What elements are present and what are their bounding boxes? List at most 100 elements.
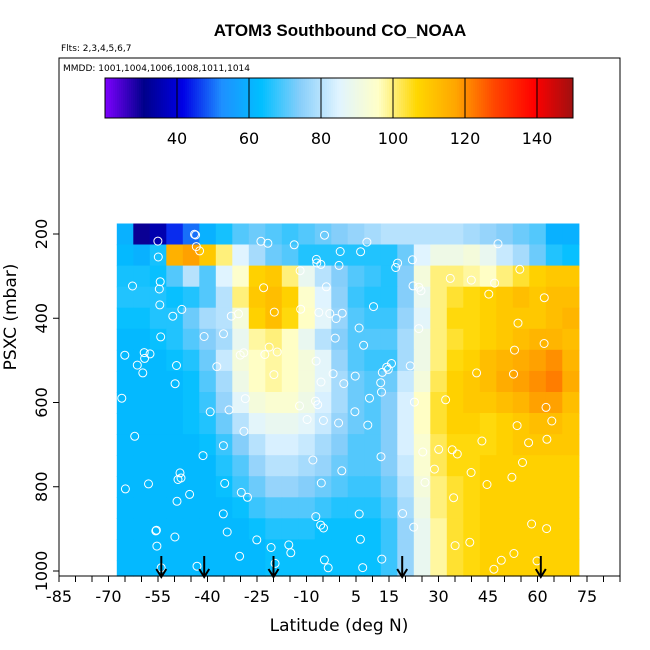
heat-cell: [116, 476, 134, 498]
heat-cell: [380, 476, 398, 498]
heat-cell: [496, 497, 514, 519]
heat-cell: [298, 244, 316, 267]
colorbar-swatch: [201, 78, 204, 118]
colorbar-swatch: [317, 78, 320, 118]
colorbar-swatch: [469, 78, 472, 118]
observation-marker: [365, 393, 374, 403]
observation-marker: [218, 441, 228, 451]
observation-marker: [350, 371, 360, 381]
heat-cell: [215, 349, 233, 372]
y-tick-label: 1000: [32, 551, 51, 592]
heat-cell: [215, 307, 233, 330]
heat-cell: [265, 518, 283, 540]
colorbar-swatch: [337, 78, 340, 118]
heat-cell: [545, 307, 563, 330]
heat-cell: [380, 413, 398, 435]
observation-marker: [289, 240, 299, 250]
heat-cell: [496, 307, 514, 330]
heat-cell: [215, 244, 233, 267]
heat-cell: [529, 328, 547, 351]
heat-cell: [248, 392, 266, 414]
heat-cell: [182, 560, 200, 577]
heat-cell: [166, 244, 184, 267]
heat-cell: [463, 434, 481, 456]
observation-marker: [170, 379, 180, 389]
observation-marker: [318, 416, 328, 425]
heat-cell: [347, 455, 365, 477]
heat-cell: [215, 434, 233, 456]
heat-cell: [314, 328, 332, 351]
heat-cell: [463, 413, 481, 435]
observation-marker: [355, 534, 365, 544]
heat-cell: [166, 370, 184, 393]
heat-cell: [364, 413, 382, 435]
colorbar-swatch: [125, 78, 128, 118]
x-tick-label: -40: [194, 587, 220, 606]
heat-cell: [199, 434, 217, 456]
colorbar-swatch: [165, 78, 168, 118]
colorbar-tick-label: 60: [239, 129, 259, 148]
colorbar-swatch: [215, 78, 218, 118]
heat-cell: [298, 539, 316, 562]
observation-marker: [316, 259, 326, 269]
observation-marker: [323, 563, 333, 573]
colorbar-swatch: [477, 78, 480, 118]
heat-cell: [331, 286, 349, 309]
heat-cell: [430, 307, 448, 330]
colorbar-swatch: [533, 78, 536, 118]
heat-cell: [413, 265, 431, 288]
heat-cell: [347, 497, 365, 519]
heat-cell: [512, 286, 530, 309]
heat-cell: [496, 223, 514, 246]
colorbar-swatch: [561, 78, 564, 118]
heat-cell: [331, 476, 349, 498]
heat-cell: [116, 328, 134, 351]
observation-marker: [144, 479, 153, 489]
heat-cell: [512, 349, 530, 372]
heat-cell: [265, 392, 283, 414]
heat-cell: [512, 307, 530, 330]
observation-marker: [170, 532, 180, 542]
observation-marker: [466, 275, 476, 285]
heat-cell: [116, 392, 134, 414]
heat-cell: [166, 286, 184, 309]
heat-cell: [199, 455, 217, 477]
heat-cell: [166, 349, 184, 372]
heat-cell: [479, 307, 497, 330]
colorbar-swatch: [415, 78, 418, 118]
colorbar-swatch: [449, 78, 452, 118]
heat-cell: [496, 476, 514, 498]
observation-marker: [185, 489, 195, 499]
heat-cell: [364, 476, 382, 498]
observation-marker: [477, 436, 487, 446]
observation-marker: [490, 278, 500, 288]
heat-cell: [265, 265, 283, 288]
heat-cell: [248, 434, 266, 456]
heat-cell: [314, 265, 332, 288]
heat-cell: [463, 497, 481, 519]
heat-cell: [314, 370, 332, 393]
heat-cell: [347, 413, 365, 435]
observation-marker: [510, 345, 519, 355]
heat-cell: [479, 223, 497, 246]
heat-cell: [248, 560, 266, 577]
heat-cell: [430, 349, 448, 372]
heat-cell: [397, 476, 415, 498]
colorbar-swatch: [421, 78, 424, 118]
heat-cell: [463, 392, 481, 414]
heat-cell: [331, 518, 349, 540]
heat-cell: [166, 328, 184, 351]
heat-cell: [248, 455, 266, 477]
colorbar-swatch: [543, 78, 546, 118]
heat-cell: [215, 223, 233, 246]
colorbar-swatch: [319, 78, 322, 118]
heat-cell: [149, 560, 167, 577]
colorbar-swatch: [287, 78, 290, 118]
heat-cell: [479, 244, 497, 267]
heat-cell: [166, 392, 184, 414]
colorbar-swatch: [413, 78, 416, 118]
colorbar-swatch: [393, 78, 396, 118]
heat-cell: [281, 349, 299, 372]
colorbar-swatch: [177, 78, 180, 118]
observation-marker: [393, 258, 403, 268]
